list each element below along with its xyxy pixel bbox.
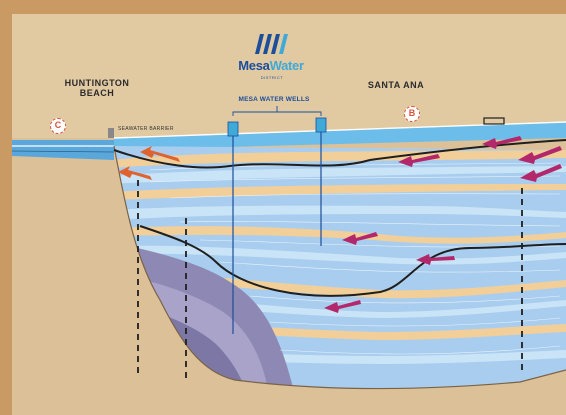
bedrock-boundary	[113, 145, 566, 390]
logo-district: DISTRICT	[260, 75, 284, 80]
flow-arrow	[520, 164, 562, 182]
well-1-head	[227, 121, 239, 137]
barrier-structure	[108, 128, 114, 138]
recharge-basin	[483, 117, 505, 125]
ocean-line	[11, 150, 115, 153]
surface-water-strip	[114, 122, 566, 150]
flow-arrow	[416, 254, 455, 265]
flow-arrows	[118, 136, 562, 313]
well-2-head	[315, 117, 327, 133]
flow-arrow	[482, 136, 522, 149]
ground-surface-line	[113, 121, 566, 139]
flow-arrow	[398, 154, 440, 167]
flow-arrow	[518, 146, 562, 164]
shallow-aquitard	[113, 139, 566, 169]
logo-name-part1: Mesa	[238, 58, 270, 73]
mesa-water-wave-logo-icon	[255, 34, 288, 54]
flow-arrow	[118, 166, 152, 180]
flow-arrow	[324, 300, 361, 313]
flow-arrow	[342, 232, 378, 245]
flow-arrow	[140, 146, 180, 162]
deep-aquitard	[139, 225, 566, 297]
logo-name: MesaWater	[232, 58, 310, 73]
sky-area	[12, 14, 566, 138]
santa-ana-label: SANTA ANA	[367, 80, 425, 90]
ocean	[12, 140, 114, 160]
seawater-barrier-label: SEAWATER BARRIER	[118, 126, 174, 132]
huntington-beach-label: HUNTINGTON BEACH	[64, 78, 130, 98]
marker-c: C	[50, 118, 66, 134]
marker-b: B	[404, 106, 420, 122]
wells-label: MESA WATER WELLS	[238, 96, 310, 103]
logo-name-part2: Water	[269, 58, 304, 73]
